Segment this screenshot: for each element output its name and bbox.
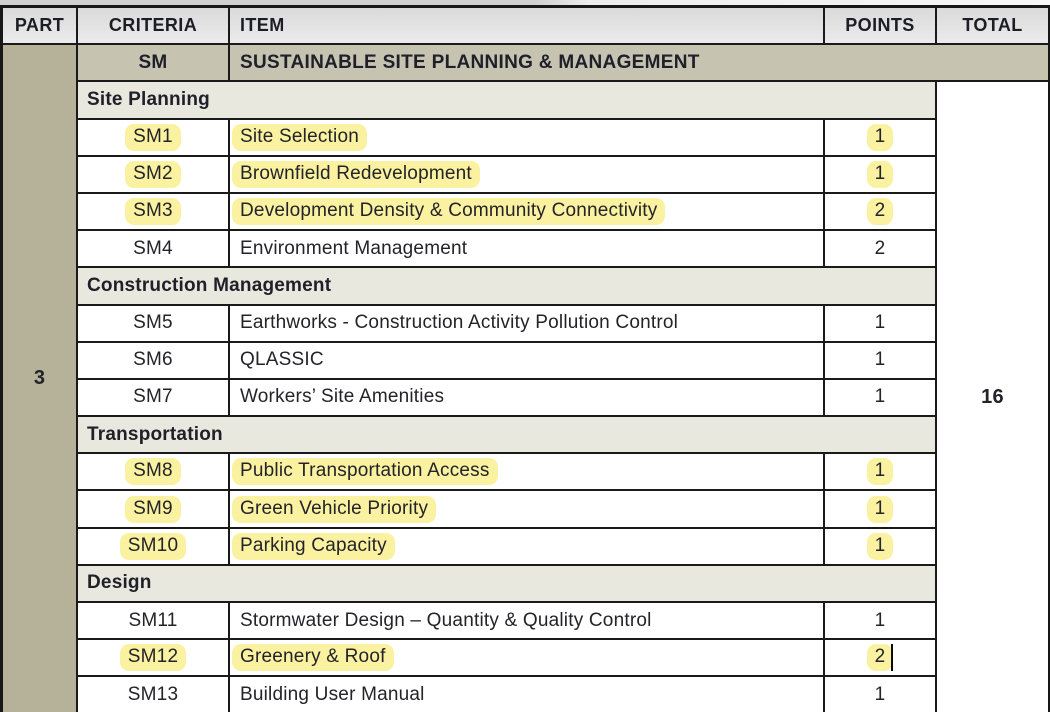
criteria-code-cell: SM11 <box>78 603 228 639</box>
column-header-total: TOTAL <box>937 8 1048 44</box>
item-cell: Development Density & Community Connecti… <box>230 193 823 230</box>
points-value: 1 <box>874 386 886 408</box>
category-code-cell: SM <box>78 45 228 81</box>
item-cell: Building User Manual <box>230 677 823 712</box>
item-label: Earthworks - Construction Activity Pollu… <box>240 312 679 334</box>
points-cell: 1 <box>825 119 935 155</box>
criteria-code: SM13 <box>127 683 179 705</box>
points-value-highlighted: 1 <box>866 160 894 188</box>
points-cell: 1 <box>825 156 935 192</box>
total-value-cell: 16 <box>937 82 1048 712</box>
points-cell[interactable]: 2 <box>825 640 935 676</box>
criteria-code-cell: SM10 <box>78 528 228 564</box>
points-value: 2 <box>874 237 886 259</box>
text-cursor <box>891 644 894 672</box>
item-cell: Stormwater Design – Quantity & Quality C… <box>230 603 823 639</box>
criteria-code-cell: SM13 <box>78 677 228 712</box>
section-header-transportation: Transportation <box>78 417 935 453</box>
item-label-highlighted: Parking Capacity <box>232 532 395 560</box>
criteria-code-highlighted: SM3 <box>125 198 181 226</box>
criteria-code-cell: SM8 <box>78 454 228 490</box>
item-cell: Brownfield Redevelopment <box>230 156 823 192</box>
criteria-code-highlighted: SM1 <box>125 123 181 151</box>
points-cell: 2 <box>825 231 935 267</box>
criteria-code-highlighted: SM12 <box>119 644 187 672</box>
section-title: Design <box>87 572 152 594</box>
criteria-code: SM4 <box>133 237 173 259</box>
points-value-highlighted: 2 <box>866 644 894 672</box>
item-cell: Earthworks - Construction Activity Pollu… <box>230 305 823 341</box>
item-cell: Workers’ Site Amenities <box>230 379 823 416</box>
item-cell: Public Transportation Access <box>230 454 823 490</box>
column-header-points: POINTS <box>825 8 935 44</box>
points-cell: 1 <box>825 491 935 527</box>
page-top-edge <box>0 0 1050 5</box>
item-cell: Green Vehicle Priority <box>230 491 823 527</box>
points-cell: 1 <box>825 677 935 712</box>
section-header-design: Design <box>78 565 935 601</box>
item-cell: Parking Capacity <box>230 528 823 564</box>
points-cell: 1 <box>825 305 935 341</box>
points-value-highlighted: 1 <box>866 495 894 523</box>
item-label: Environment Management <box>240 237 468 259</box>
criteria-code-highlighted: SM8 <box>125 458 181 486</box>
item-label-highlighted: Greenery & Roof <box>232 644 394 672</box>
points-cell: 2 <box>825 193 935 230</box>
points-value-highlighted: 1 <box>866 123 894 151</box>
criteria-code-cell: SM9 <box>78 491 228 527</box>
points-cell: 1 <box>825 342 935 378</box>
criteria-code-cell: SM5 <box>78 305 228 341</box>
item-label-highlighted: Public Transportation Access <box>232 458 498 486</box>
points-cell: 1 <box>825 603 935 639</box>
criteria-code-highlighted: SM10 <box>119 532 187 560</box>
points-value: 1 <box>874 683 886 705</box>
item-cell: Environment Management <box>230 231 823 267</box>
criteria-code-cell: SM3 <box>78 193 228 230</box>
criteria-code: SM5 <box>133 312 173 334</box>
table-grid: PART CRITERIA ITEM POINTS TOTAL 3 SM SUS… <box>3 8 1048 712</box>
column-header-item: ITEM <box>230 8 823 44</box>
item-label-highlighted: Site Selection <box>232 123 367 151</box>
section-title: Transportation <box>87 423 223 445</box>
section-title: Site Planning <box>87 88 210 110</box>
part-value-cell: 3 <box>3 45 76 712</box>
points-cell: 1 <box>825 379 935 416</box>
criteria-code-cell: SM7 <box>78 379 228 416</box>
criteria-code-cell: SM12 <box>78 640 228 676</box>
points-value: 1 <box>874 609 886 631</box>
item-label-highlighted: Brownfield Redevelopment <box>232 160 480 188</box>
points-cell: 1 <box>825 454 935 490</box>
item-cell: Site Selection <box>230 119 823 155</box>
item-label: Building User Manual <box>240 683 425 705</box>
points-cell: 1 <box>825 528 935 564</box>
points-value: 1 <box>874 349 886 371</box>
points-value-highlighted: 1 <box>866 458 894 486</box>
item-label: QLASSIC <box>240 349 324 371</box>
column-header-part: PART <box>3 8 76 44</box>
section-header-construction-management: Construction Management <box>78 268 935 304</box>
criteria-code: SM6 <box>133 349 173 371</box>
criteria-code-cell: SM4 <box>78 231 228 267</box>
criteria-code: SM7 <box>133 386 173 408</box>
item-cell: QLASSIC <box>230 342 823 378</box>
points-value: 1 <box>874 312 886 334</box>
section-title: Construction Management <box>87 274 332 296</box>
category-title-cell: SUSTAINABLE SITE PLANNING & MANAGEMENT <box>230 45 1048 81</box>
item-label-highlighted: Green Vehicle Priority <box>232 495 437 523</box>
item-label: Stormwater Design – Quantity & Quality C… <box>240 609 652 631</box>
column-header-criteria: CRITERIA <box>78 8 228 44</box>
criteria-code-cell: SM1 <box>78 119 228 155</box>
section-header-site-planning: Site Planning <box>78 82 935 118</box>
criteria-code-cell: SM2 <box>78 156 228 192</box>
criteria-code-highlighted: SM2 <box>125 160 181 188</box>
criteria-code-highlighted: SM9 <box>125 495 181 523</box>
points-value-highlighted: 2 <box>866 198 894 226</box>
criteria-code-cell: SM6 <box>78 342 228 378</box>
item-label: Workers’ Site Amenities <box>240 386 445 408</box>
criteria-code: SM11 <box>128 609 178 631</box>
item-label-highlighted: Development Density & Community Connecti… <box>232 198 666 226</box>
points-value-highlighted: 1 <box>866 532 894 560</box>
scorecard-table: PART CRITERIA ITEM POINTS TOTAL 3 SM SUS… <box>0 5 1050 712</box>
item-cell: Greenery & Roof <box>230 640 823 676</box>
